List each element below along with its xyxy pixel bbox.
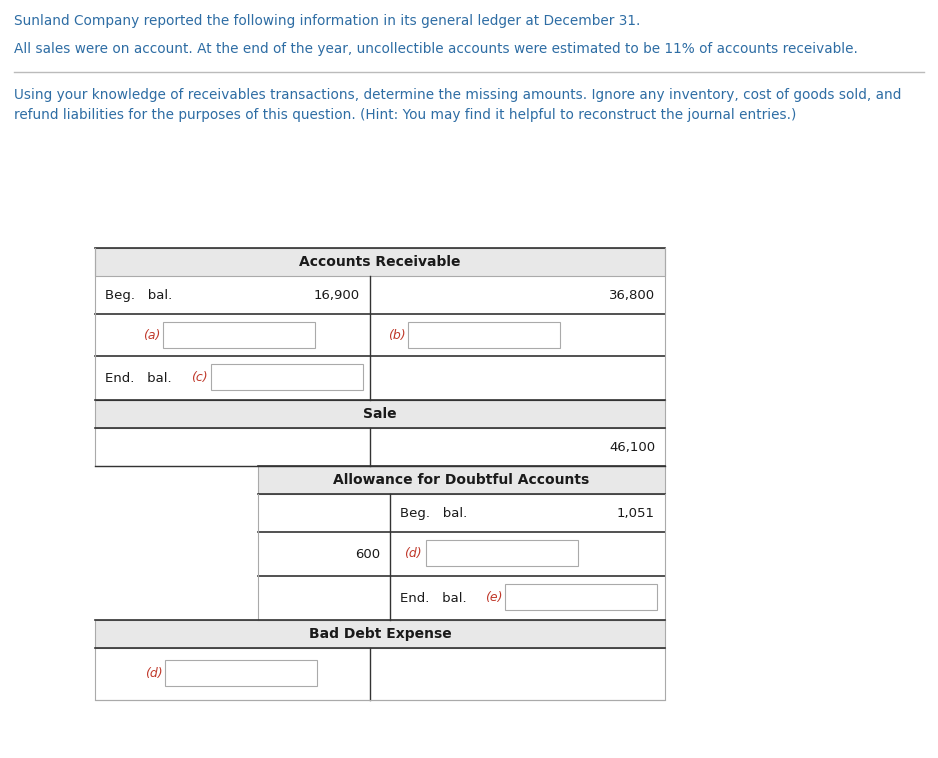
Text: Accounts Receivable: Accounts Receivable bbox=[299, 255, 461, 269]
Text: Beg.   bal.: Beg. bal. bbox=[105, 289, 173, 302]
Bar bbox=[95, 400, 665, 428]
Text: (d): (d) bbox=[145, 668, 162, 681]
Bar bbox=[95, 620, 665, 648]
Text: 36,800: 36,800 bbox=[609, 289, 655, 302]
Text: End.   bal.: End. bal. bbox=[400, 591, 466, 604]
Bar bbox=[95, 428, 665, 466]
Bar bbox=[258, 466, 665, 494]
Bar bbox=[95, 648, 665, 700]
Bar bbox=[505, 584, 657, 610]
Bar bbox=[163, 322, 315, 348]
Text: 600: 600 bbox=[355, 547, 380, 560]
Bar bbox=[95, 248, 665, 276]
Bar bbox=[211, 364, 363, 390]
Text: Bad Debt Expense: Bad Debt Expense bbox=[309, 627, 451, 641]
Text: 1,051: 1,051 bbox=[617, 506, 655, 519]
Text: (e): (e) bbox=[485, 591, 503, 604]
Text: Sunland Company reported the following information in its general ledger at Dece: Sunland Company reported the following i… bbox=[14, 14, 641, 28]
Text: (d): (d) bbox=[404, 547, 421, 560]
Text: Using your knowledge of receivables transactions, determine the missing amounts.: Using your knowledge of receivables tran… bbox=[14, 88, 901, 102]
Text: 16,900: 16,900 bbox=[314, 289, 360, 302]
Text: Beg.   bal.: Beg. bal. bbox=[400, 506, 467, 519]
Text: Allowance for Doubtful Accounts: Allowance for Doubtful Accounts bbox=[333, 473, 590, 487]
Bar bbox=[165, 660, 317, 686]
Bar bbox=[408, 322, 560, 348]
Text: refund liabilities for the purposes of this question. (Hint: You may find it hel: refund liabilities for the purposes of t… bbox=[14, 108, 796, 122]
Text: (a): (a) bbox=[143, 328, 160, 342]
Text: Sale: Sale bbox=[363, 407, 397, 421]
Text: (b): (b) bbox=[388, 328, 405, 342]
Text: 46,100: 46,100 bbox=[609, 440, 655, 453]
Text: End.   bal.: End. bal. bbox=[105, 371, 172, 384]
Text: All sales were on account. At the end of the year, uncollectible accounts were e: All sales were on account. At the end of… bbox=[14, 42, 858, 56]
Text: (c): (c) bbox=[191, 371, 207, 384]
Bar bbox=[426, 540, 578, 566]
